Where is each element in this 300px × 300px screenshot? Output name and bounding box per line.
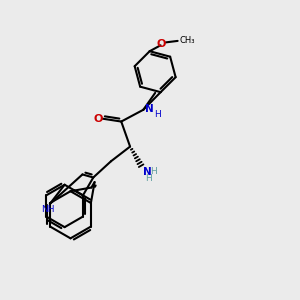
Text: H: H bbox=[145, 174, 152, 183]
Text: CH₃: CH₃ bbox=[179, 36, 195, 45]
Text: N: N bbox=[145, 104, 154, 114]
Text: O: O bbox=[94, 114, 103, 124]
Text: O: O bbox=[157, 39, 166, 49]
Text: H: H bbox=[154, 110, 160, 119]
Text: NH: NH bbox=[41, 205, 54, 214]
Text: H: H bbox=[150, 167, 157, 176]
Text: N: N bbox=[142, 167, 151, 177]
